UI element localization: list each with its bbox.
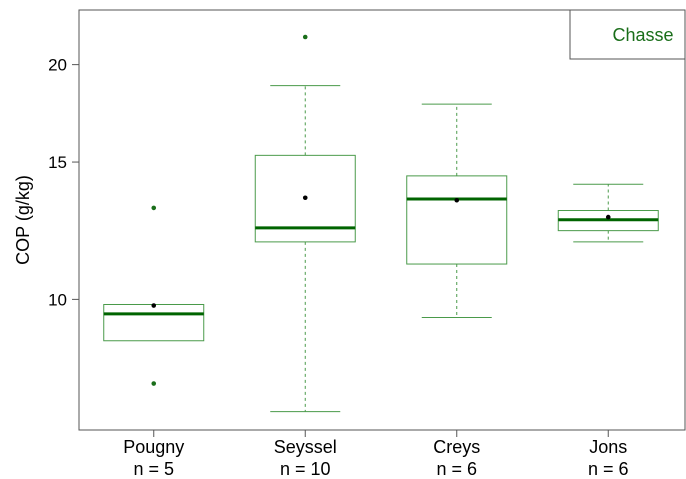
outlier-point <box>151 205 157 211</box>
mean-point <box>302 195 308 201</box>
plot-frame <box>78 9 686 431</box>
legend-box <box>569 9 686 60</box>
iqr-box <box>406 175 508 265</box>
mean-point <box>605 214 611 220</box>
box-jons <box>557 183 659 243</box>
category-name: Seyssel <box>274 437 337 457</box>
mean-point <box>454 197 460 203</box>
category-count: n = 10 <box>280 459 331 479</box>
category-count: n = 5 <box>133 459 174 479</box>
y-axis-title: COP (g/kg) <box>13 175 33 265</box>
category-name: Jons <box>589 437 627 457</box>
box-creys <box>406 103 508 318</box>
y-tick-label: 15 <box>48 153 67 172</box>
iqr-box <box>254 154 356 243</box>
y-tick-label: 10 <box>48 290 67 309</box>
legend: Chasse <box>569 9 686 60</box>
outlier-point <box>302 34 308 40</box>
mean-point <box>151 303 157 308</box>
legend-label: Chasse <box>612 25 673 45</box>
outlier-point <box>151 381 157 386</box>
boxes <box>103 34 659 413</box>
category-count: n = 6 <box>588 459 629 479</box>
box-seyssel <box>254 34 356 413</box>
box-pougny <box>103 205 205 386</box>
iqr-box <box>103 303 205 342</box>
y-axis: 10 15 20 <box>48 56 79 309</box>
category-count: n = 6 <box>436 459 477 479</box>
category-name: Pougny <box>123 437 184 457</box>
y-tick-label: 20 <box>48 56 67 75</box>
category-name: Creys <box>433 437 480 457</box>
